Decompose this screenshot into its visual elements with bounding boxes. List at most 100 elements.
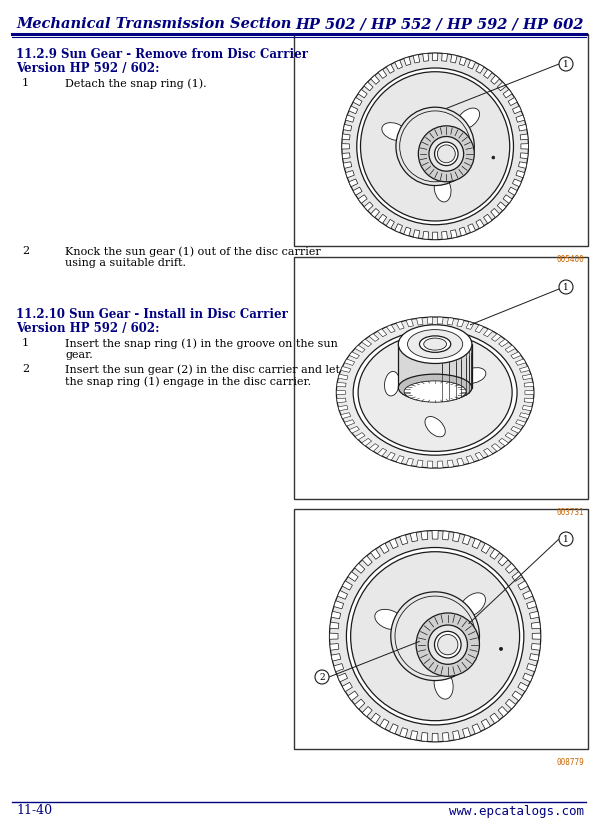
Polygon shape [498,706,508,717]
Polygon shape [406,458,413,466]
Text: Version HP 592 / 602:: Version HP 592 / 602: [16,322,160,335]
Polygon shape [447,460,454,467]
Polygon shape [386,452,395,460]
Polygon shape [349,426,359,433]
Polygon shape [498,555,508,566]
Polygon shape [337,391,345,395]
Polygon shape [399,728,408,737]
Text: 1: 1 [563,59,569,68]
Text: 005400: 005400 [556,255,584,264]
Polygon shape [355,564,365,574]
Text: 008779: 008779 [556,758,584,767]
Polygon shape [362,706,372,717]
Polygon shape [529,611,539,619]
Polygon shape [466,456,474,463]
Polygon shape [337,398,346,403]
Text: 1: 1 [563,535,569,544]
Polygon shape [476,219,484,228]
Polygon shape [380,719,389,729]
Polygon shape [503,89,512,98]
Polygon shape [524,382,533,387]
Ellipse shape [385,372,399,396]
Polygon shape [341,367,351,372]
Polygon shape [358,194,367,204]
Polygon shape [484,329,493,337]
Polygon shape [459,227,466,236]
Polygon shape [447,318,454,325]
Polygon shape [484,448,493,456]
Polygon shape [380,543,389,554]
Polygon shape [369,443,379,452]
Polygon shape [491,75,499,84]
Circle shape [350,552,520,721]
Polygon shape [468,60,475,69]
Polygon shape [349,179,358,187]
Polygon shape [341,413,351,419]
Polygon shape [410,532,417,542]
Ellipse shape [404,381,466,402]
Polygon shape [527,601,536,609]
Polygon shape [523,673,533,682]
Polygon shape [492,334,501,341]
Polygon shape [377,329,387,337]
Polygon shape [484,214,492,223]
Polygon shape [396,456,404,463]
Polygon shape [520,153,528,159]
Polygon shape [395,224,402,232]
Bar [294,34,588,246]
Polygon shape [330,622,339,629]
Polygon shape [377,448,387,456]
Polygon shape [371,713,380,723]
Polygon shape [344,359,355,365]
Polygon shape [355,433,365,440]
Ellipse shape [398,374,472,401]
Polygon shape [337,382,346,387]
Text: Detach the snap ring (1).: Detach the snap ring (1). [65,78,207,88]
Polygon shape [523,591,533,599]
Polygon shape [491,208,499,218]
Polygon shape [395,60,402,69]
Polygon shape [389,723,398,734]
Polygon shape [386,64,394,73]
Polygon shape [338,374,348,380]
Polygon shape [453,532,460,542]
Polygon shape [462,728,471,737]
Text: 11.2.9 Sun Gear - Remove from Disc Carrier: 11.2.9 Sun Gear - Remove from Disc Carri… [16,48,308,61]
Polygon shape [348,691,358,700]
Polygon shape [396,321,404,330]
Circle shape [346,547,524,725]
Circle shape [396,107,474,185]
Polygon shape [362,438,371,446]
Text: Version HP 592 / 602:: Version HP 592 / 602: [16,62,160,75]
Polygon shape [386,325,395,333]
Circle shape [437,145,455,163]
Polygon shape [343,124,352,131]
Polygon shape [497,202,507,211]
Polygon shape [432,232,438,240]
Circle shape [492,157,495,159]
Polygon shape [457,319,464,327]
Ellipse shape [434,670,453,699]
Text: Knock the sun gear (1) out of the disc carrier
using a suitable drift.: Knock the sun gear (1) out of the disc c… [65,246,321,268]
Polygon shape [427,461,433,468]
Text: 2: 2 [22,364,29,374]
Ellipse shape [457,108,480,129]
Circle shape [559,57,573,71]
Polygon shape [371,208,380,218]
Circle shape [315,670,329,684]
Polygon shape [532,622,541,629]
Polygon shape [417,460,423,467]
Text: 2: 2 [319,672,325,681]
Ellipse shape [382,123,407,140]
Polygon shape [508,97,517,105]
Polygon shape [342,143,349,149]
Polygon shape [342,682,352,691]
Ellipse shape [424,338,447,350]
Polygon shape [492,443,501,452]
Ellipse shape [398,325,472,363]
Polygon shape [358,89,367,98]
Polygon shape [472,539,481,549]
Polygon shape [505,564,515,574]
Polygon shape [410,731,417,740]
Polygon shape [512,179,521,187]
